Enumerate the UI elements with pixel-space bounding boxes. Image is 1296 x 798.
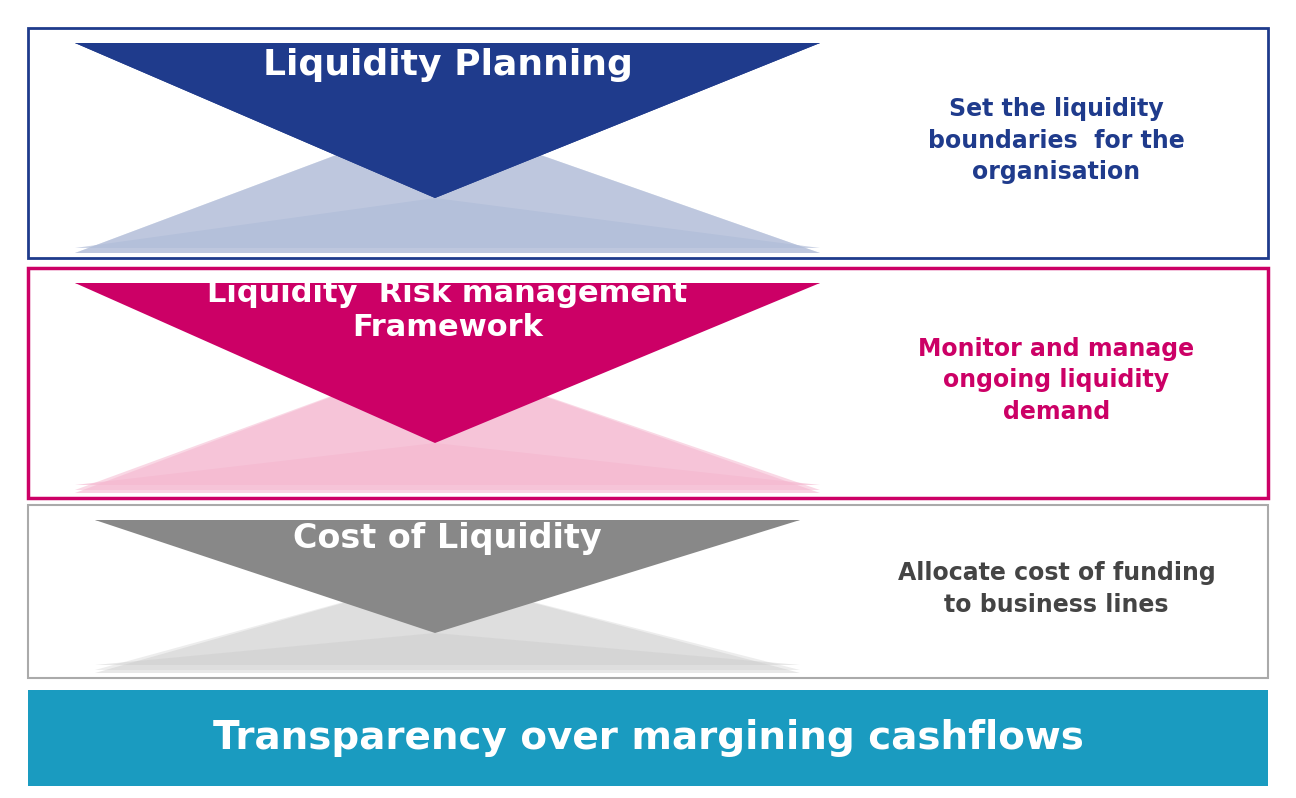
- Polygon shape: [75, 118, 820, 253]
- Text: Monitor and manage
ongoing liquidity
demand: Monitor and manage ongoing liquidity dem…: [919, 337, 1195, 424]
- Text: Allocate cost of funding
to business lines: Allocate cost of funding to business lin…: [898, 561, 1216, 617]
- Polygon shape: [95, 577, 800, 670]
- Polygon shape: [75, 43, 820, 198]
- Polygon shape: [95, 520, 800, 633]
- Polygon shape: [75, 283, 820, 443]
- FancyBboxPatch shape: [29, 690, 1267, 786]
- Polygon shape: [95, 577, 800, 673]
- FancyBboxPatch shape: [29, 505, 1267, 678]
- Polygon shape: [75, 283, 820, 358]
- Polygon shape: [75, 43, 820, 118]
- Polygon shape: [75, 118, 820, 253]
- Polygon shape: [75, 358, 820, 493]
- Polygon shape: [75, 43, 820, 198]
- Polygon shape: [95, 520, 800, 577]
- FancyBboxPatch shape: [29, 268, 1267, 498]
- Polygon shape: [75, 358, 820, 490]
- Text: Transparency over margining cashflows: Transparency over margining cashflows: [213, 719, 1083, 757]
- Polygon shape: [95, 633, 800, 665]
- Polygon shape: [75, 443, 820, 485]
- Text: Liquidity Planning: Liquidity Planning: [263, 49, 632, 82]
- Text: Cost of Liquidity: Cost of Liquidity: [293, 522, 601, 555]
- Text: Liquidity  Risk management
Framework: Liquidity Risk management Framework: [207, 279, 688, 342]
- FancyBboxPatch shape: [29, 28, 1267, 258]
- Text: Set the liquidity
boundaries  for the
organisation: Set the liquidity boundaries for the org…: [928, 97, 1185, 184]
- Polygon shape: [75, 198, 820, 248]
